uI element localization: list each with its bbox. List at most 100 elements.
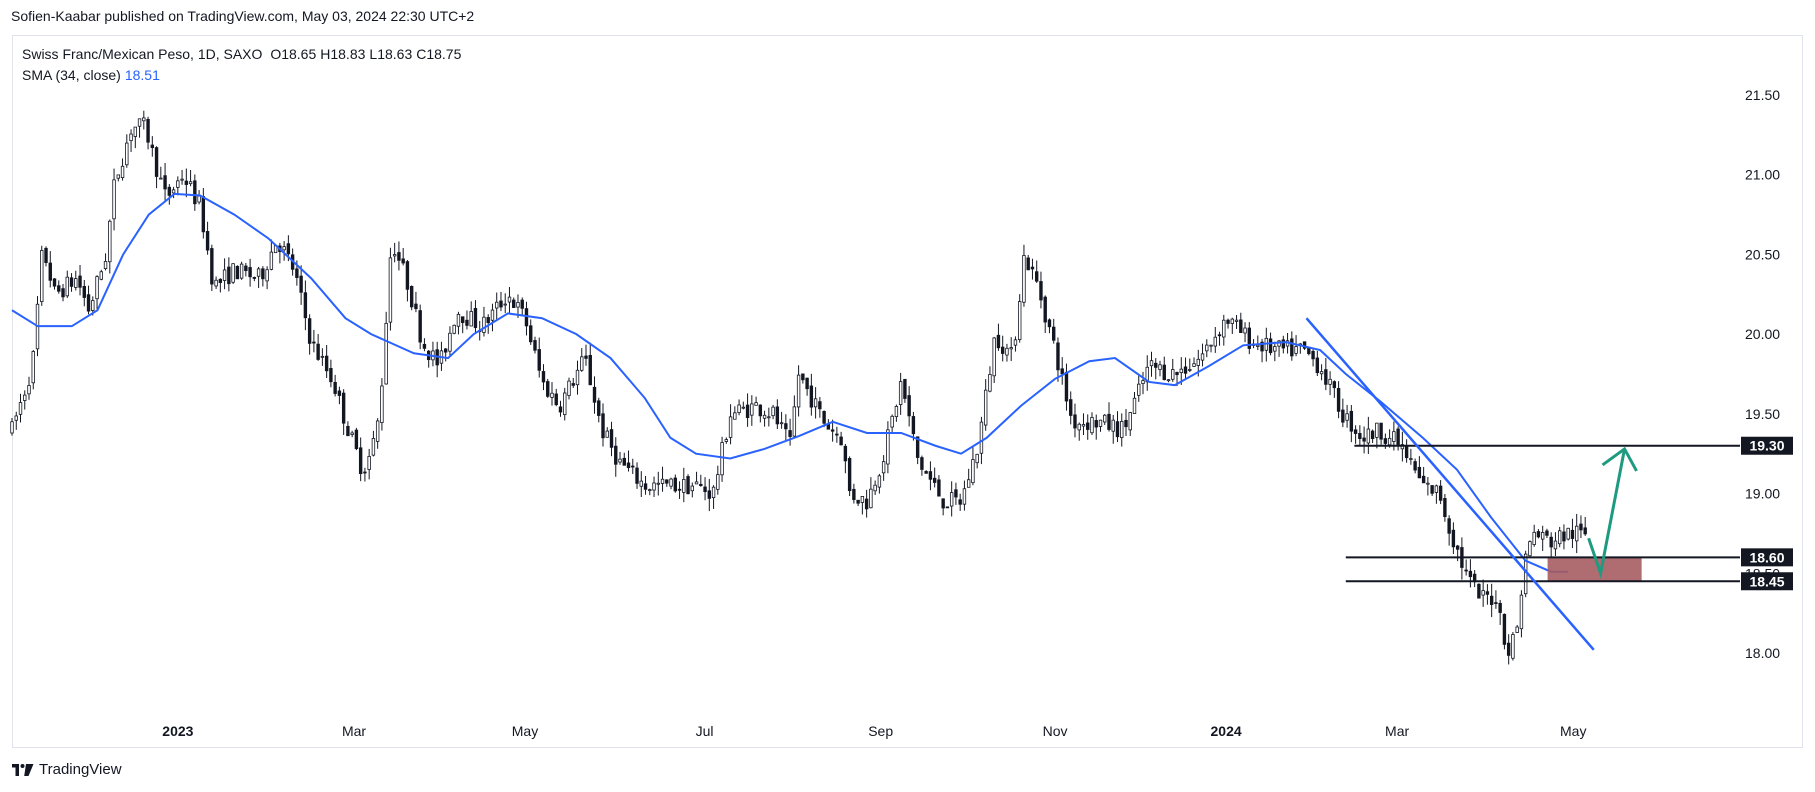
- candle-body: [703, 486, 707, 493]
- candle-body: [282, 246, 286, 251]
- ohlc-open: O18.65: [270, 46, 317, 62]
- candle: [571, 377, 575, 388]
- candle-body: [1120, 421, 1124, 438]
- candle: [40, 245, 44, 306]
- candle-body: [813, 398, 818, 408]
- candle: [1192, 357, 1196, 367]
- candle-body: [1073, 414, 1077, 429]
- candle-body: [1324, 369, 1328, 385]
- candle-body: [830, 429, 835, 432]
- indicator-line[interactable]: SMA (34, close) 18.51: [22, 65, 461, 86]
- x-tick-label: Mar: [342, 723, 366, 739]
- candle: [1086, 414, 1090, 440]
- price-label-text: 18.60: [1749, 549, 1784, 565]
- candle-body: [860, 496, 865, 503]
- candle: [469, 301, 473, 327]
- price-label-text: 19.30: [1749, 438, 1784, 454]
- candle: [1506, 634, 1511, 665]
- candle: [529, 319, 533, 345]
- candle: [1409, 448, 1413, 465]
- candle: [354, 427, 359, 451]
- candle-body: [120, 165, 125, 179]
- candle: [1566, 527, 1570, 541]
- candle: [235, 265, 240, 280]
- price-label-bg: [1741, 548, 1793, 567]
- candle: [1247, 322, 1252, 355]
- candle: [69, 273, 74, 292]
- candle-body: [580, 356, 584, 371]
- candle: [1583, 516, 1587, 536]
- candle: [176, 176, 180, 196]
- candle: [1396, 426, 1400, 451]
- candle-body: [108, 220, 112, 263]
- candle-body: [1268, 338, 1273, 354]
- candle-body: [78, 275, 82, 288]
- candle-body: [256, 268, 261, 277]
- candle-body: [941, 498, 945, 509]
- candle: [550, 382, 554, 406]
- candle: [1349, 405, 1354, 443]
- candle: [1043, 295, 1047, 333]
- candle-body: [635, 467, 639, 484]
- arrow-head: [1601, 446, 1638, 472]
- candle: [669, 477, 673, 490]
- candle: [1549, 532, 1553, 558]
- chart-frame[interactable]: [12, 35, 1803, 748]
- candle: [1256, 335, 1260, 351]
- candle: [728, 404, 733, 445]
- candle-body: [27, 385, 31, 395]
- ohlc-close: C18.75: [416, 46, 462, 62]
- candle-body: [1540, 532, 1545, 540]
- candle: [1443, 494, 1447, 522]
- candle: [1077, 422, 1081, 441]
- candle: [699, 474, 703, 487]
- candle: [1052, 318, 1056, 344]
- candle: [154, 146, 159, 189]
- candle-body: [392, 254, 397, 257]
- candle: [27, 376, 31, 400]
- candle: [631, 458, 635, 475]
- candle-body: [796, 374, 801, 408]
- candle-body: [86, 294, 91, 312]
- tradingview-logo[interactable]: TradingView: [12, 761, 122, 778]
- candle: [1489, 583, 1494, 618]
- candle-body: [1311, 350, 1315, 360]
- candle: [269, 239, 274, 271]
- candle-body: [405, 261, 410, 290]
- candle-body: [767, 416, 771, 419]
- candle: [426, 349, 431, 368]
- candle: [813, 387, 818, 419]
- candle: [635, 462, 639, 489]
- candle: [358, 437, 363, 482]
- candle-body: [847, 458, 852, 492]
- candle: [520, 297, 524, 316]
- candle-body: [1226, 319, 1230, 324]
- candle: [975, 453, 979, 469]
- candle: [1515, 624, 1519, 633]
- candle: [1362, 426, 1366, 454]
- candle: [1013, 336, 1018, 352]
- candle: [1370, 429, 1375, 444]
- candle-body: [1294, 346, 1298, 354]
- candle-body: [958, 499, 962, 505]
- candle: [541, 364, 546, 391]
- candle: [609, 421, 614, 457]
- candle: [546, 378, 550, 398]
- candle: [1545, 528, 1549, 539]
- candle: [1574, 513, 1579, 554]
- candle-body: [367, 456, 371, 470]
- candle: [1026, 254, 1030, 271]
- candle-body: [176, 180, 180, 188]
- candle: [1324, 358, 1328, 391]
- candle: [835, 426, 839, 443]
- candle-body: [1260, 341, 1264, 352]
- candle: [703, 477, 707, 501]
- candle-body: [1434, 485, 1439, 493]
- candle-body: [133, 126, 138, 137]
- x-tick-label: Mar: [1385, 723, 1409, 739]
- candle-body: [222, 269, 227, 281]
- candle-body: [988, 374, 992, 392]
- candle: [524, 301, 529, 336]
- candle: [188, 170, 193, 187]
